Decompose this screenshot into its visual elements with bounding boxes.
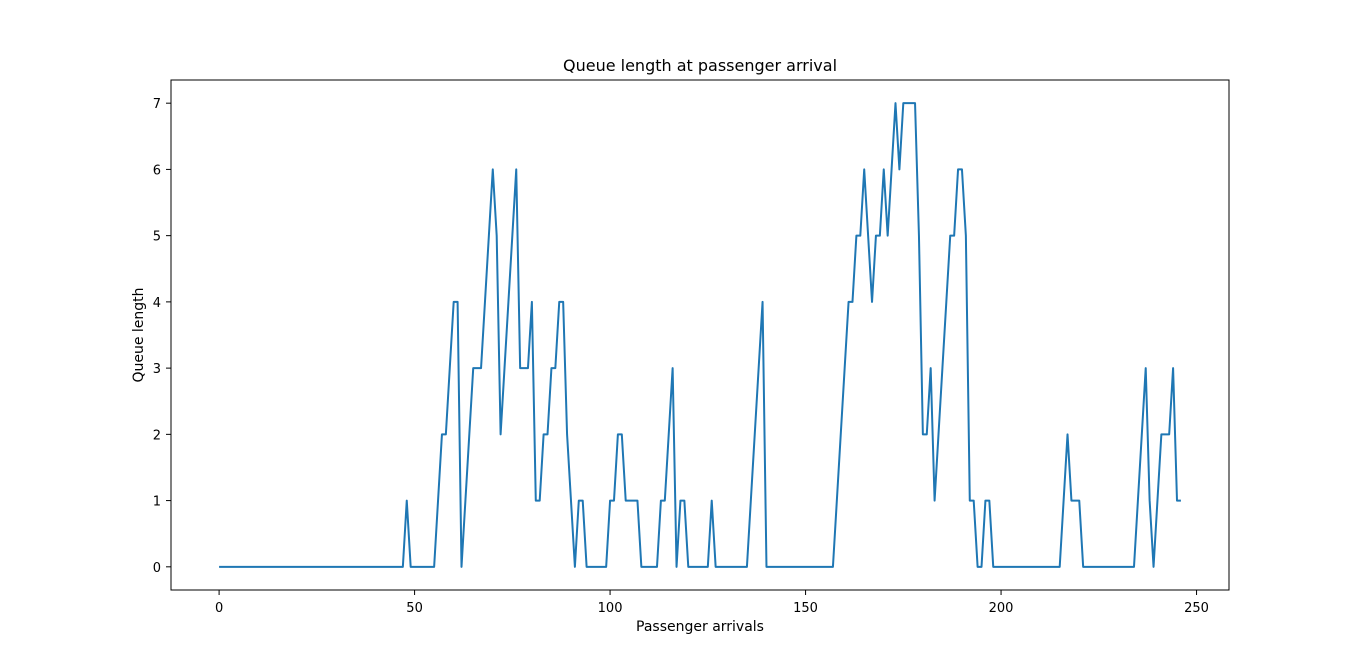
x-tick-label: 50: [406, 601, 423, 616]
x-tick-label: 250: [1184, 601, 1209, 616]
y-axis-label: Queue length: [131, 287, 147, 382]
y-tick-label: 0: [153, 561, 161, 576]
y-tick-label: 6: [153, 163, 161, 178]
y-axis: 0 1 2 3 4 5 6 7: [153, 97, 171, 576]
y-tick-label: 1: [153, 495, 161, 510]
axes-frame: [170, 79, 1230, 591]
y-tick-label: 3: [153, 362, 161, 377]
y-tick-label: 2: [153, 428, 161, 443]
x-axis: 0 50 100 150 200 250: [215, 590, 1209, 616]
x-tick-label: 150: [793, 601, 818, 616]
x-tick-label: 0: [215, 601, 223, 616]
y-tick-label: 5: [153, 230, 161, 245]
y-tick-label: 7: [153, 97, 161, 112]
series-line: [219, 102, 1181, 568]
chart-title: Queue length at passenger arrival: [563, 56, 837, 75]
x-axis-label: Passenger arrivals: [636, 619, 764, 635]
x-tick-label: 200: [989, 601, 1014, 616]
plot-area: [170, 79, 1230, 591]
x-tick-label: 100: [598, 601, 623, 616]
y-tick-label: 4: [153, 296, 161, 311]
